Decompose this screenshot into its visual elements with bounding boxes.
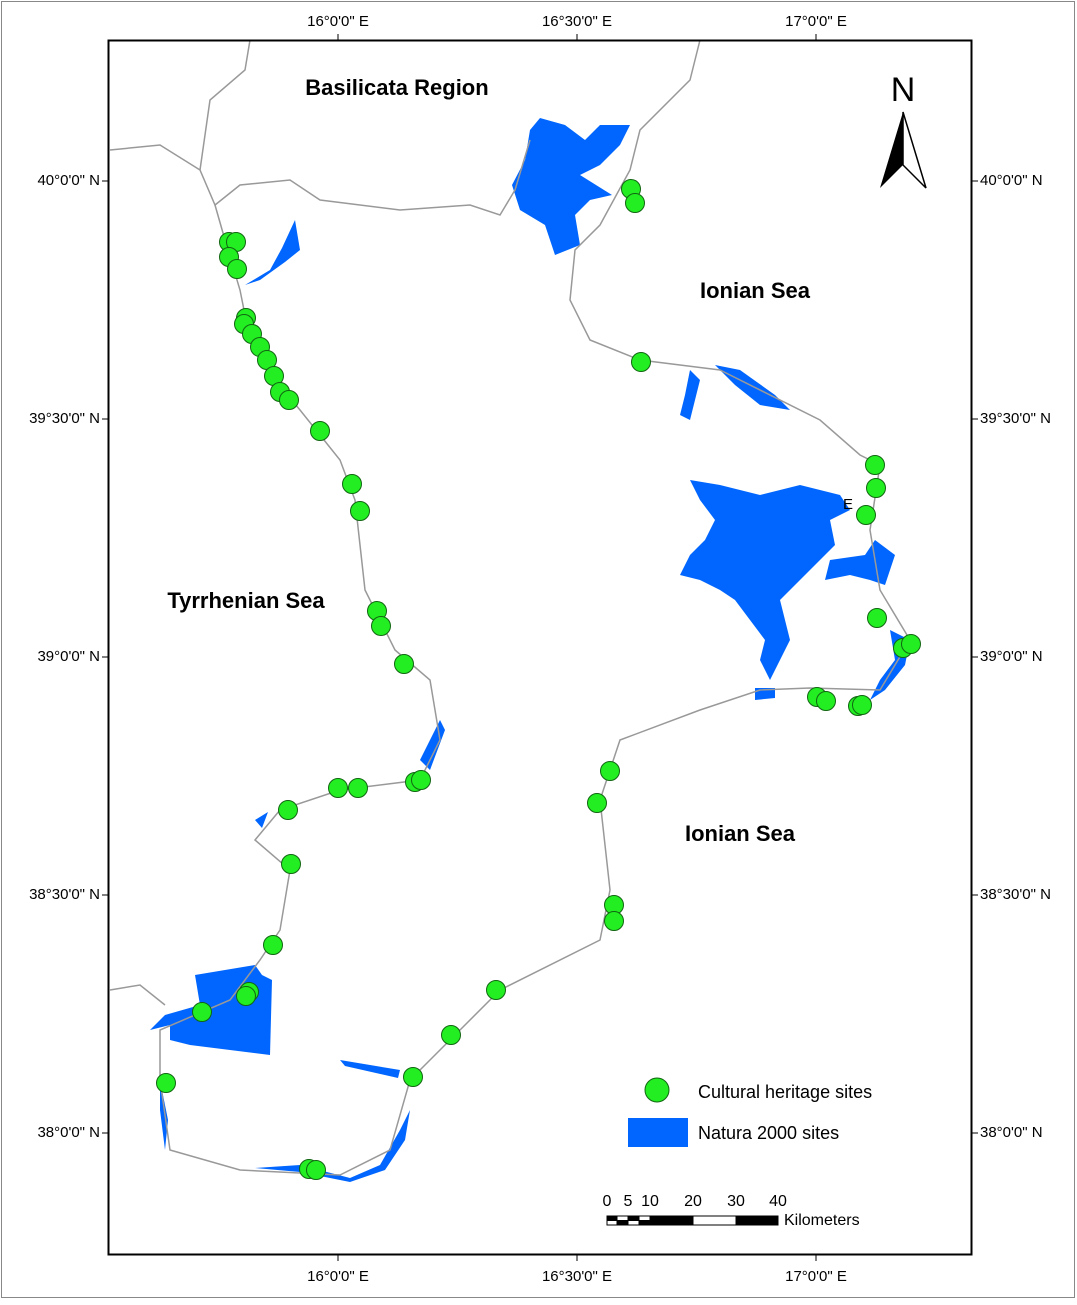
heritage-site (411, 770, 431, 790)
graticule: 16°0'0" E 16°0'0" E 16°30'0" E 16°30'0" E 17… (29, 13, 1051, 1285)
north-arrow (880, 111, 927, 189)
heritage-site (441, 1025, 461, 1045)
lat-label: 38°0'0" N (37, 1124, 100, 1141)
sea-label: Ionian Sea (685, 821, 796, 846)
lat-label: 39°0'0" N (37, 648, 100, 665)
heritage-site (486, 980, 506, 1000)
heritage-site (348, 778, 368, 798)
heritage-site (328, 778, 348, 798)
heritage-site (236, 986, 256, 1006)
heritage-site (856, 505, 876, 525)
lat-label: 38°30'0" N (29, 886, 100, 903)
heritage-site (394, 654, 414, 674)
heritage-site (371, 616, 391, 636)
heritage-site (279, 390, 299, 410)
scale-tick-label: 5 (624, 1193, 633, 1210)
sea-label: Ionian Sea (700, 278, 811, 303)
scale-tick-label: 0 (603, 1193, 612, 1210)
heritage-site (865, 455, 885, 475)
region-label: Basilicata Region (305, 75, 488, 100)
heritage-site (604, 911, 624, 931)
legend-label: Cultural heritage sites (698, 1082, 872, 1102)
heritage-site (227, 259, 247, 279)
sea-label: Tyrrhenian Sea (167, 588, 325, 613)
scale-labels: 0 5 10 20 30 40 (603, 1193, 787, 1210)
heritage-site (342, 474, 362, 494)
legend-label: Natura 2000 sites (698, 1123, 839, 1143)
heritage-site (816, 691, 836, 711)
heritage-site (587, 793, 607, 813)
heritage-site (281, 854, 301, 874)
heritage-site (852, 695, 872, 715)
heritage-site (192, 1002, 212, 1022)
lat-label: 39°30'0" N (29, 410, 100, 427)
lat-label: 39°30'0" N (980, 410, 1051, 427)
heritage-site (263, 935, 283, 955)
lat-label: 38°0'0" N (980, 1124, 1043, 1141)
scale-tick-label: 20 (684, 1193, 702, 1210)
lat-label: 39°0'0" N (980, 648, 1043, 665)
heritage-site (867, 608, 887, 628)
scale-bar (606, 1215, 779, 1226)
heritage-site (625, 193, 645, 213)
heritage-sites (156, 179, 921, 1180)
north-arrow-label: N (891, 71, 916, 109)
heritage-site (350, 501, 370, 521)
legend-symbol (644, 1077, 670, 1103)
heritage-site (306, 1160, 326, 1180)
lat-label: 40°0'0" N (980, 172, 1043, 189)
heritage-site (901, 634, 921, 654)
lon-label: 17°0'0" E (785, 1268, 847, 1285)
lat-label: 40°0'0" N (37, 172, 100, 189)
scale-unit: Kilometers (784, 1212, 860, 1229)
heritage-site (310, 421, 330, 441)
heritage-site (156, 1073, 176, 1093)
heritage-site (600, 761, 620, 781)
lon-label: 16°0'0" E (307, 1268, 369, 1285)
scale-tick-label: 40 (769, 1193, 787, 1210)
lon-label: 17°0'0" E (785, 13, 847, 30)
stray-label: E (843, 496, 853, 513)
lon-label: 16°0'0" E (307, 13, 369, 30)
lon-label: 16°30'0" E (542, 13, 612, 30)
heritage-site (866, 478, 886, 498)
heritage-site (278, 800, 298, 820)
heritage-site (631, 352, 651, 372)
lat-label: 38°30'0" N (980, 886, 1051, 903)
scale-tick-label: 10 (641, 1193, 659, 1210)
scale-tick-label: 30 (727, 1193, 745, 1210)
map-frame (107, 39, 973, 1256)
lon-label: 16°30'0" E (542, 1268, 612, 1285)
legend-symbol (628, 1118, 688, 1147)
heritage-site (403, 1067, 423, 1087)
